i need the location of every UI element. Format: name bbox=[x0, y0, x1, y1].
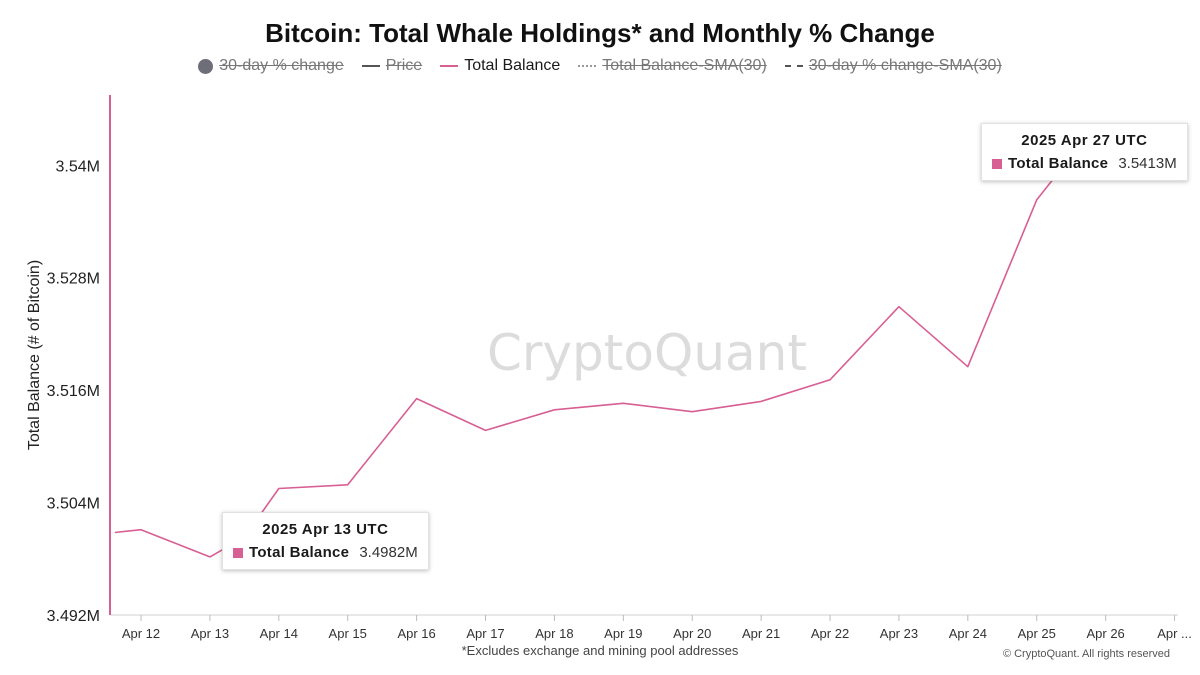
legend-label: Total Balance-SMA(30) bbox=[602, 57, 767, 74]
x-tick-label: Apr 18 bbox=[535, 626, 573, 641]
legend-item-30-day-change-sma[interactable]: 30-day % change-SMA(30) bbox=[784, 57, 1002, 75]
x-tick-label: Apr 24 bbox=[949, 626, 987, 641]
legend-marker-dot-icon bbox=[198, 58, 214, 74]
tooltip-series-name: Total Balance bbox=[249, 544, 350, 561]
x-tick-label: Apr 20 bbox=[673, 626, 711, 641]
legend-item-price[interactable]: Price bbox=[361, 57, 423, 75]
x-tick-label: Apr 17 bbox=[466, 626, 504, 641]
legend-item-total-balance-sma[interactable]: Total Balance-SMA(30) bbox=[578, 57, 767, 75]
x-tick-label: Apr ... bbox=[1157, 626, 1192, 641]
series-swatch-icon bbox=[992, 158, 1002, 169]
tooltip-date: 2025 Apr 27 UTC bbox=[1021, 132, 1148, 149]
tooltip-value: 3.5413M bbox=[1118, 155, 1177, 172]
legend-item-30-day-change[interactable]: 30-day % change bbox=[198, 57, 344, 75]
y-tick-label: 3.516M bbox=[47, 383, 100, 400]
x-tick-label: Apr 14 bbox=[260, 626, 298, 641]
y-axis-label: Total Balance (# of Bitcoin) bbox=[26, 259, 43, 451]
x-tick-label: Apr 16 bbox=[397, 626, 435, 641]
x-tick-label: Apr 13 bbox=[191, 626, 229, 641]
chart-legend: 30-day % change Price Total Balance Tota… bbox=[0, 57, 1200, 75]
tooltip-apr-13: 2025 Apr 13 UTC Total Balance 3.4982M bbox=[222, 512, 429, 570]
y-tick-label: 3.504M bbox=[47, 496, 100, 513]
legend-label: Price bbox=[385, 57, 423, 74]
copyright-notice: © CryptoQuant. All rights reserved bbox=[1002, 648, 1170, 660]
y-tick-label: 3.492M bbox=[47, 608, 100, 625]
legend-label: 30-day % change-SMA(30) bbox=[808, 57, 1002, 74]
legend-label: 30-day % change bbox=[219, 57, 344, 74]
legend-marker-line-icon bbox=[440, 65, 459, 67]
tooltip-value: 3.4982M bbox=[359, 544, 418, 561]
legend-marker-dotted-line-icon bbox=[578, 65, 597, 67]
x-tick-label: Apr 19 bbox=[604, 626, 642, 641]
x-tick-label: Apr 22 bbox=[811, 626, 849, 641]
x-tick-label: Apr 25 bbox=[1018, 626, 1056, 641]
legend-marker-dashed-line-icon bbox=[784, 65, 803, 67]
x-tick-label: Apr 26 bbox=[1086, 626, 1124, 641]
tooltip-apr-27: 2025 Apr 27 UTC Total Balance 3.5413M bbox=[981, 123, 1188, 181]
tooltip-row: Total Balance 3.4982M bbox=[233, 544, 418, 561]
legend-label: Total Balance bbox=[464, 57, 561, 74]
footnote: *Excludes exchange and mining pool addre… bbox=[461, 643, 739, 658]
watermark-text: CryptoQuant bbox=[487, 324, 807, 382]
x-tick-label: Apr 15 bbox=[329, 626, 367, 641]
x-tick-label: Apr 12 bbox=[122, 626, 160, 641]
x-tick-label: Apr 21 bbox=[742, 626, 780, 641]
legend-item-total-balance[interactable]: Total Balance bbox=[440, 57, 560, 75]
chart-title: Bitcoin: Total Whale Holdings* and Month… bbox=[265, 18, 935, 48]
legend-marker-line-icon bbox=[361, 65, 380, 67]
y-tick-label: 3.528M bbox=[47, 271, 100, 288]
series-swatch-icon bbox=[233, 547, 243, 558]
x-tick-label: Apr 23 bbox=[880, 626, 918, 641]
tooltip-series-name: Total Balance bbox=[1008, 155, 1109, 172]
tooltip-date: 2025 Apr 13 UTC bbox=[262, 521, 389, 538]
y-tick-label: 3.54M bbox=[56, 158, 100, 175]
tooltip-row: Total Balance 3.5413M bbox=[992, 155, 1177, 172]
